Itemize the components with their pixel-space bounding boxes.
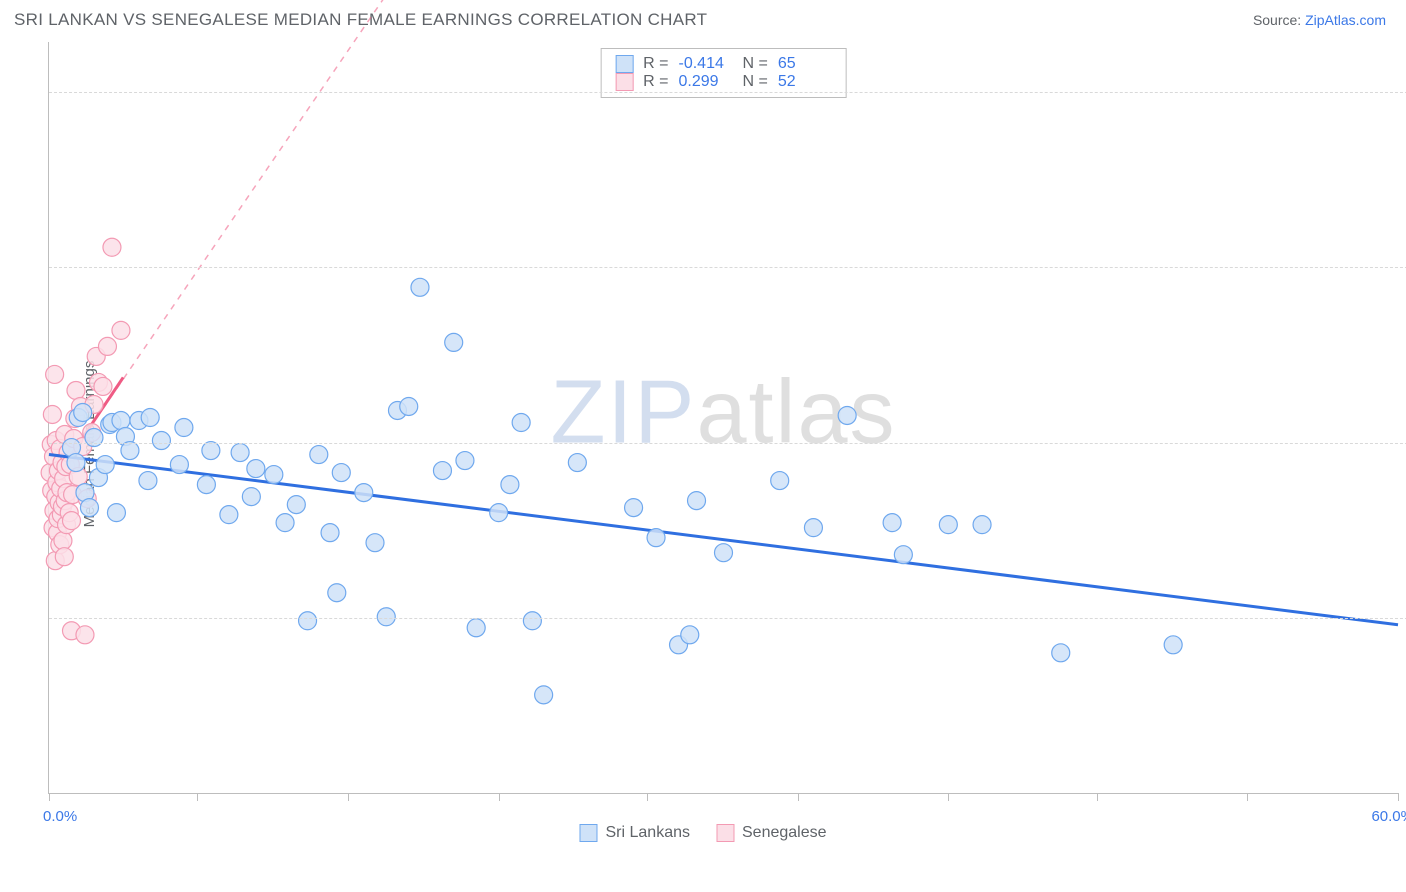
data-point <box>535 686 553 704</box>
data-point <box>202 442 220 460</box>
data-point <box>175 419 193 437</box>
data-point <box>276 514 294 532</box>
data-point <box>139 472 157 490</box>
plot-svg <box>49 42 1398 793</box>
data-point <box>43 405 61 423</box>
data-point <box>681 626 699 644</box>
data-point <box>332 464 350 482</box>
data-point <box>939 516 957 534</box>
data-point <box>512 414 530 432</box>
data-point <box>299 612 317 630</box>
data-point <box>46 365 64 383</box>
data-point <box>456 452 474 470</box>
data-point <box>80 499 98 517</box>
x-end-label: 60.0% <box>1371 808 1406 825</box>
data-point <box>647 529 665 547</box>
data-point <box>1164 636 1182 654</box>
legend-swatch-blue <box>579 824 597 842</box>
data-point <box>490 504 508 522</box>
data-point <box>121 442 139 460</box>
data-point <box>55 548 73 566</box>
data-point <box>94 377 112 395</box>
data-point <box>152 432 170 450</box>
data-point <box>688 492 706 510</box>
chart-title: SRI LANKAN VS SENEGALESE MEDIAN FEMALE E… <box>14 10 707 30</box>
data-point <box>501 476 519 494</box>
data-point <box>112 412 130 430</box>
data-point <box>445 333 463 351</box>
data-point <box>377 608 395 626</box>
data-point <box>310 446 328 464</box>
data-point <box>411 278 429 296</box>
legend-item-blue: Sri Lankans <box>579 824 690 842</box>
data-point <box>838 406 856 424</box>
legend-swatch-pink <box>716 824 734 842</box>
data-point <box>96 456 114 474</box>
data-point <box>400 397 418 415</box>
data-point <box>771 472 789 490</box>
data-point <box>67 454 85 472</box>
x-start-label: 0.0% <box>43 808 77 825</box>
source-prefix: Source: <box>1253 12 1305 28</box>
data-point <box>98 337 116 355</box>
data-point <box>54 532 72 550</box>
data-point <box>467 619 485 637</box>
data-point <box>625 499 643 517</box>
data-point <box>715 544 733 562</box>
data-point <box>247 460 265 478</box>
legend-label-pink: Senegalese <box>742 824 827 842</box>
legend-label-blue: Sri Lankans <box>605 824 690 842</box>
data-point <box>112 321 130 339</box>
data-point <box>355 484 373 502</box>
data-point <box>103 238 121 256</box>
data-point <box>804 519 822 537</box>
data-point <box>76 626 94 644</box>
data-point <box>107 504 125 522</box>
data-point <box>197 476 215 494</box>
data-point <box>287 496 305 514</box>
data-point <box>973 516 991 534</box>
data-point <box>170 456 188 474</box>
data-point <box>433 462 451 480</box>
data-point <box>523 612 541 630</box>
data-point <box>894 546 912 564</box>
source-link[interactable]: ZipAtlas.com <box>1305 12 1386 28</box>
plot-region: ZIPatlas R = -0.414 N = 65 R = 0.299 N =… <box>48 42 1398 794</box>
data-point <box>62 512 80 530</box>
legend-item-pink: Senegalese <box>716 824 827 842</box>
chart-header: SRI LANKAN VS SENEGALESE MEDIAN FEMALE E… <box>0 0 1406 34</box>
data-point <box>74 403 92 421</box>
chart-source: Source: ZipAtlas.com <box>1253 12 1386 28</box>
bottom-legend: Sri Lankans Senegalese <box>579 824 826 842</box>
data-point <box>321 524 339 542</box>
chart-area: Median Female Earnings ZIPatlas R = -0.4… <box>0 34 1406 854</box>
data-point <box>67 381 85 399</box>
data-point <box>231 444 249 462</box>
data-point <box>883 514 901 532</box>
data-point <box>220 506 238 524</box>
data-point <box>85 429 103 447</box>
data-point <box>265 466 283 484</box>
data-point <box>366 534 384 552</box>
data-point <box>568 454 586 472</box>
data-point <box>242 488 260 506</box>
data-point <box>141 409 159 427</box>
data-point <box>328 584 346 602</box>
data-point <box>1052 644 1070 662</box>
